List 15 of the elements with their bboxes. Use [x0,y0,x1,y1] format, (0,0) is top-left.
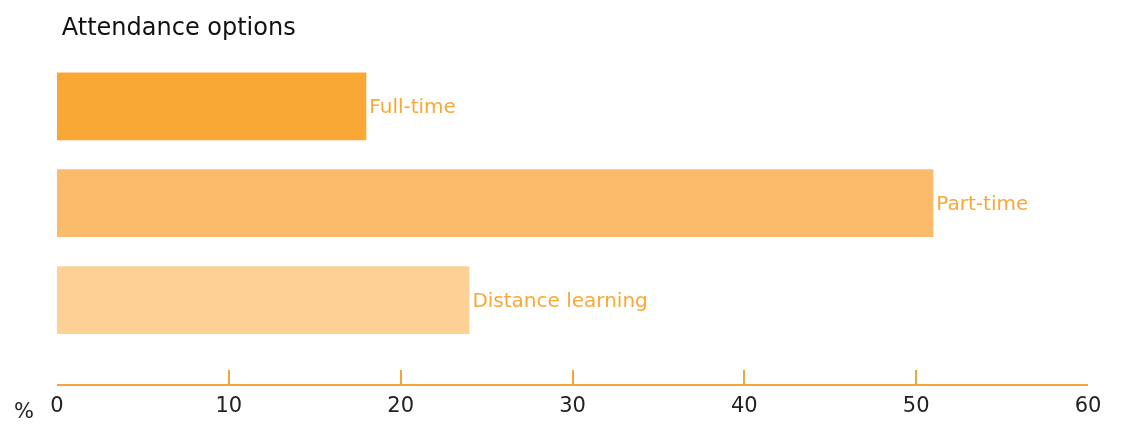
x-tick-label: 0 [50,392,64,417]
x-tick-label: 30 [559,392,586,417]
bar [57,72,367,141]
y-tick-label: Full-time [369,94,456,119]
x-tick-label: 40 [730,392,758,417]
bar [57,169,934,238]
x-tick-label: 20 [387,392,415,417]
bar [57,266,470,334]
x-tick-label: 60 [1074,392,1102,417]
x-tick-label: 50 [902,392,930,417]
x-tick-label: 10 [215,392,243,417]
x-axis-title: % [14,399,34,423]
y-tick-label: Distance learning [472,288,648,313]
chart-title: Attendance options [61,12,296,41]
y-tick-label: Part-time [936,191,1029,216]
